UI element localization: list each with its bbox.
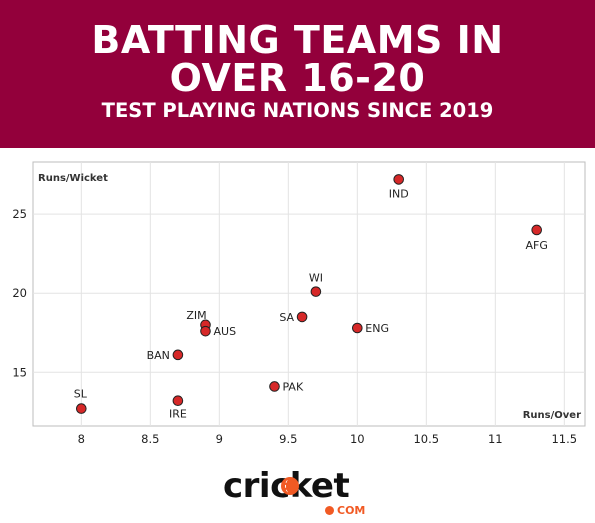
chart-title-line-1: BATTING TEAMS IN — [91, 18, 504, 62]
logo-dot-icon — [325, 506, 334, 515]
data-label-wi: WI — [309, 272, 323, 285]
data-point-sa — [296, 311, 308, 323]
scatter-chart: 8 8.5 9 9.5 10 10.5 11 11.5 15 20 25 Runs/Wicket Run… — [12, 161, 586, 446]
x-tick-label: 8 — [78, 432, 85, 446]
data-point-pak — [269, 381, 280, 392]
data-point-sl — [76, 403, 87, 414]
data-label-afg: AFG — [526, 239, 548, 252]
data-point-ire — [172, 395, 184, 407]
x-axis-label: Runs/Over — [523, 410, 581, 421]
chart-title-line-2: OVER 16-20 — [169, 56, 426, 100]
data-label-ban: BAN — [147, 349, 170, 362]
x-tick-label: 10 — [350, 432, 365, 446]
data-point-wi — [310, 286, 322, 297]
data-label-aus: AUS — [214, 325, 237, 338]
y-tick-label: 20 — [12, 286, 27, 300]
x-tick-label: 9 — [216, 432, 223, 446]
y-axis-label: Runs/Wicket — [38, 173, 108, 184]
data-point-ind — [393, 174, 405, 185]
x-tick-label: 10.5 — [413, 432, 439, 446]
x-tick-label: 8.5 — [141, 432, 159, 446]
data-label-sa: SA — [279, 311, 294, 324]
data-point-afg — [531, 224, 543, 236]
cricket-com-logo: cricket COM — [0, 466, 595, 520]
x-tick-label: 11.5 — [551, 432, 577, 446]
data-label-ind: IND — [389, 187, 409, 200]
data-label-pak: PAK — [283, 380, 304, 393]
x-tick-label: 11 — [488, 432, 503, 446]
data-label-eng: ENG — [365, 322, 389, 335]
data-label-sl: SL — [74, 388, 88, 401]
y-tick-label: 25 — [12, 207, 27, 221]
y-tick-label: 15 — [12, 365, 27, 379]
plot-frame — [32, 161, 586, 427]
data-point-eng — [352, 322, 363, 334]
data-label-ire: IRE — [169, 408, 187, 421]
chart-header: BATTING TEAMS IN OVER 16-20 TEST PLAYING… — [0, 0, 595, 148]
cricket-ball-icon — [281, 477, 299, 495]
x-tick-label: 9.5 — [279, 432, 297, 446]
data-point-aus — [200, 325, 211, 337]
logo-domain: COM — [337, 504, 366, 517]
chart-subtitle: TEST PLAYING NATIONS SINCE 2019 — [101, 99, 494, 122]
data-point-ban — [172, 349, 184, 361]
data-label-zim: ZIM — [186, 309, 206, 322]
